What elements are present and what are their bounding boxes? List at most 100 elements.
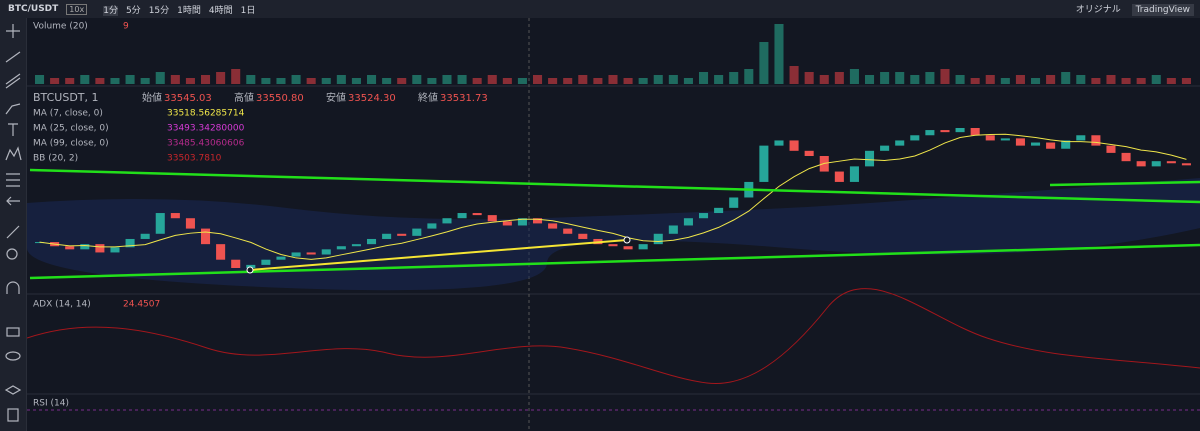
candle [185, 218, 195, 229]
layers-tool[interactable] [4, 385, 22, 395]
channel-tool[interactable] [5, 73, 21, 89]
candle [1015, 138, 1025, 146]
zoom-tool[interactable] [6, 248, 18, 260]
fib-tool[interactable] [6, 173, 20, 187]
trendline-tool[interactable] [5, 51, 21, 63]
lock-tool[interactable] [6, 327, 20, 337]
interval-button[interactable]: 15分 [148, 5, 170, 16]
interval-button[interactable]: 4時間 [208, 5, 233, 16]
candle [351, 244, 361, 247]
candle [1121, 152, 1131, 162]
brush-tool[interactable] [5, 103, 21, 115]
interval-button[interactable]: 5分 [125, 5, 141, 16]
candle [246, 264, 256, 268]
trend-line [249, 239, 628, 271]
volume-bar [683, 78, 693, 84]
interval-button[interactable]: 1時間 [177, 5, 201, 16]
candle [1076, 135, 1086, 141]
candle [789, 140, 799, 151]
volume-bar [849, 69, 859, 84]
volume-bar [1166, 78, 1176, 84]
volume-bar [95, 78, 105, 84]
volume-bar [170, 75, 180, 84]
candle [397, 233, 407, 236]
anchor-point[interactable] [246, 266, 254, 274]
volume-bar [502, 78, 512, 84]
crosshair-tool[interactable] [6, 24, 20, 38]
legends: Volume (20) 9 BTCUSDT, 1 始値 33545.03 高値 33550.… [33, 22, 488, 409]
indicator-value: 33503.7810 [167, 154, 222, 164]
volume-bar [789, 66, 799, 84]
pane-separators [27, 85, 1200, 395]
volume-bar [1106, 75, 1116, 84]
candle [563, 228, 573, 234]
volume-bar [1136, 78, 1146, 84]
adx-line [27, 288, 1200, 385]
ohlc-label: 高値 [234, 91, 254, 104]
volume-bar [668, 75, 678, 84]
candle [261, 259, 271, 265]
candles [35, 24, 1191, 268]
ohlc-label: 始値 [142, 91, 162, 104]
candle [970, 128, 980, 136]
ohlc-label: 終値 [418, 91, 438, 104]
candle [140, 233, 150, 239]
magnet-tool[interactable] [6, 281, 20, 294]
candle [578, 233, 588, 239]
view-button[interactable]: TradingView [1131, 4, 1194, 16]
interval-button[interactable]: 1分 [103, 5, 118, 16]
volume-bar [412, 75, 422, 84]
pane-label: BTCUSDT, 1 [33, 91, 99, 104]
volume-bar [261, 78, 271, 84]
leverage[interactable]: 10x [66, 3, 88, 15]
volume-bar [608, 75, 618, 84]
view-button[interactable]: オリジナル [1075, 5, 1121, 15]
volume-bar [397, 78, 407, 84]
pattern-tool[interactable] [5, 146, 22, 161]
back-tool[interactable] [6, 196, 20, 206]
ruler-tool[interactable] [6, 225, 20, 239]
volume-bar [1000, 78, 1010, 84]
candle [502, 221, 512, 226]
text-tool[interactable] [8, 123, 18, 136]
trash-tool[interactable] [7, 408, 19, 422]
volume-bar [563, 78, 573, 84]
candle [170, 213, 180, 219]
volume-bar [638, 78, 648, 84]
volume-bar [351, 78, 361, 84]
volume-bar [1151, 75, 1161, 84]
candle [865, 150, 875, 167]
candle [95, 244, 105, 253]
volume-bar [759, 42, 769, 84]
pane-label: Volume (20) [33, 22, 88, 32]
trend-line [1049, 180, 1200, 187]
visibility-tool[interactable] [5, 351, 21, 361]
candle [774, 140, 784, 146]
volume-bar [65, 78, 75, 84]
candle [1091, 135, 1101, 146]
symbol[interactable]: BTC/USDT [8, 4, 59, 14]
volume-bar [1091, 78, 1101, 84]
volume-bar [865, 75, 875, 84]
candle [849, 166, 859, 182]
candle [910, 135, 920, 141]
volume-bar [910, 75, 920, 84]
ohlc-value: 33531.73 [440, 93, 488, 104]
volume-bar [291, 75, 301, 84]
candle [367, 238, 377, 245]
candle [985, 135, 995, 141]
volume-bar [1121, 78, 1131, 84]
volume-bar [578, 75, 588, 84]
candle [125, 238, 135, 248]
ohlc-label: 安値 [326, 91, 346, 104]
anchor-point[interactable] [623, 236, 631, 244]
volume-bar [970, 78, 980, 84]
interval-button[interactable]: 1日 [240, 5, 256, 16]
candle [382, 233, 392, 239]
volume-bar [819, 75, 829, 84]
volume-bar [804, 72, 814, 84]
indicator-label: BB (20, 2) [33, 154, 78, 164]
candle [306, 252, 316, 255]
volume-bar [367, 75, 377, 84]
bollinger-band [27, 178, 1200, 291]
